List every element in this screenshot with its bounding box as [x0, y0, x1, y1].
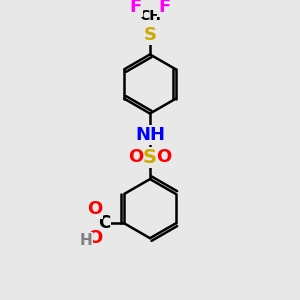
Text: O: O: [157, 148, 172, 166]
Text: CH: CH: [139, 9, 161, 23]
Text: C: C: [98, 214, 110, 232]
Text: S: S: [143, 148, 157, 167]
Text: H: H: [80, 232, 92, 247]
Text: O: O: [128, 148, 143, 166]
Text: O: O: [87, 200, 103, 218]
Text: F: F: [158, 0, 170, 16]
Text: S: S: [143, 26, 157, 44]
Text: NH: NH: [135, 126, 165, 144]
Text: F: F: [130, 0, 142, 16]
Text: O: O: [87, 229, 103, 247]
